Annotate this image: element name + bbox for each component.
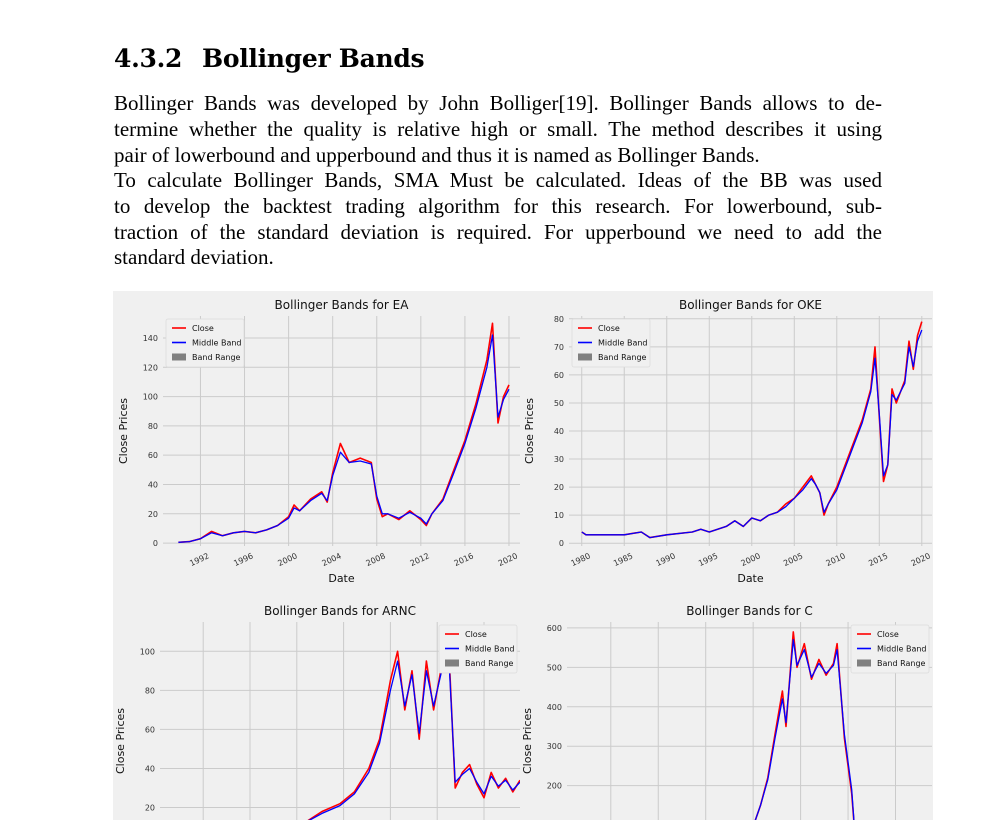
y-tick-label: 300	[547, 742, 562, 751]
y-tick-label: 30	[554, 455, 564, 464]
y-tick-label: 140	[143, 334, 158, 343]
x-axis-label: Date	[737, 572, 764, 585]
legend: Close Middle Band Band Range	[165, 318, 245, 368]
chart-1: Bollinger Bands for OKE 0 10 20 30 40 50 60 70 80…	[523, 298, 932, 585]
series-line-middle-band	[178, 334, 510, 543]
legend-swatch	[857, 659, 871, 667]
legend-label: Close	[465, 630, 487, 639]
legend-label: Middle Band	[465, 645, 515, 654]
x-tick-label: 2012	[409, 551, 431, 568]
y-tick-label: 20	[145, 804, 155, 813]
y-tick-label: 50	[554, 399, 564, 408]
legend-label: Close	[598, 324, 620, 333]
paragraph-line: standard deviation.	[114, 245, 274, 270]
x-tick-label: 1990	[655, 551, 677, 568]
x-tick-label: 2020	[497, 551, 519, 568]
y-tick-label: 20	[148, 510, 158, 519]
x-tick-label: 1995	[697, 551, 719, 568]
paragraph-line: Bollinger Bands was developed by John Bo…	[114, 91, 882, 115]
y-tick-label: 0	[153, 539, 158, 548]
paragraph-line: to develop the backtest trading algorith…	[114, 193, 882, 218]
series-line-middle-band	[754, 639, 855, 820]
y-axis-label: Close Prices	[523, 398, 536, 464]
legend: Close Middle Band Band Range	[438, 624, 518, 674]
y-tick-label: 60	[554, 371, 564, 380]
x-tick-label: 2000	[740, 551, 762, 568]
section-title: Bollinger Bands	[202, 44, 425, 73]
y-tick-label: 80	[145, 686, 155, 695]
y-tick-label: 200	[547, 782, 562, 791]
x-axis-label: Date	[328, 572, 355, 585]
x-tick-label: 2008	[365, 551, 387, 568]
chart-3: Bollinger Bands for C100200300400500600C…	[521, 604, 932, 820]
x-tick-label: 2005	[782, 551, 804, 568]
y-tick-label: 60	[145, 725, 155, 734]
legend-label: Middle Band	[598, 339, 648, 348]
y-tick-label: 80	[554, 315, 564, 324]
y-tick-label: 400	[547, 703, 562, 712]
paragraph-2: To calculate Bollinger Bands, SMA Must b…	[114, 168, 882, 271]
y-tick-label: 40	[554, 427, 564, 436]
legend-label: Band Range	[598, 353, 647, 362]
x-tick-label: 2016	[453, 551, 475, 568]
paragraph-line: pair of lowerbound and upperbound and th…	[114, 142, 760, 167]
legend-swatch	[578, 353, 592, 361]
legend-label: Close	[192, 324, 214, 333]
legend-label: Band Range	[192, 353, 241, 362]
paragraph-line: traction of the standard deviation is re…	[114, 219, 882, 244]
y-tick-label: 40	[148, 480, 158, 489]
legend: Close Middle Band Band Range	[850, 624, 930, 674]
paragraph-1: Bollinger Bands was developed by John Bo…	[114, 91, 882, 168]
y-tick-label: 20	[554, 483, 564, 492]
bollinger-figure: Bollinger Bands for EA 0 20 40 60 80 100 120 140…	[113, 291, 933, 820]
y-tick-label: 80	[148, 422, 158, 431]
y-tick-label: 600	[547, 624, 562, 633]
y-tick-label: 60	[148, 451, 158, 460]
legend-label: Middle Band	[192, 339, 242, 348]
chart-title: Bollinger Bands for OKE	[679, 298, 822, 312]
chart-2: Bollinger Bands for ARNC 20 40 60 80 100 Close…	[114, 604, 520, 820]
x-tick-label: 1980	[570, 551, 592, 568]
x-tick-label: 1992	[188, 551, 210, 568]
y-axis-label: Close Prices	[521, 708, 534, 774]
y-tick-label: 10	[554, 511, 564, 520]
y-tick-label: 70	[554, 343, 564, 352]
y-axis-label: Close Prices	[114, 708, 127, 774]
y-tick-label: 500	[547, 663, 562, 672]
chart-title: Bollinger Bands for EA	[275, 298, 410, 312]
legend-label: Band Range	[877, 659, 926, 668]
bollinger-charts-svg: Bollinger Bands for EA020406080100120140…	[114, 298, 932, 820]
series-line-middle-band	[308, 640, 520, 820]
legend-swatch	[445, 659, 459, 667]
x-tick-label: 1985	[612, 551, 634, 568]
series-line-middle-band	[581, 329, 923, 539]
x-tick-label: 2004	[321, 551, 343, 568]
y-axis-label: Close Prices	[117, 398, 130, 464]
section-number: 4.3.2	[114, 44, 183, 73]
chart-title: Bollinger Bands for C	[686, 604, 813, 618]
x-tick-label: 2020	[910, 551, 932, 568]
x-tick-label: 2015	[867, 551, 889, 568]
x-tick-label: 2000	[276, 551, 298, 568]
legend-label: Middle Band	[877, 645, 927, 654]
paragraph-line: To calculate Bollinger Bands, SMA Must b…	[114, 168, 882, 192]
chart-0: Bollinger Bands for EA 0 20 40 60 80 100 120 140…	[117, 298, 520, 585]
legend-label: Band Range	[465, 659, 514, 668]
series-line-close	[754, 631, 855, 820]
y-tick-label: 0	[559, 539, 564, 548]
y-tick-label: 100	[143, 393, 158, 402]
legend-swatch	[172, 353, 186, 361]
chart-title: Bollinger Bands for ARNC	[264, 604, 416, 618]
y-tick-label: 120	[143, 363, 158, 372]
y-tick-label: 100	[140, 647, 155, 656]
section-heading: 4.3.2 Bollinger Bands	[114, 44, 425, 73]
x-tick-label: 1996	[232, 551, 254, 568]
x-tick-label: 2010	[825, 551, 847, 568]
y-tick-label: 40	[145, 764, 155, 773]
paragraph-line: termine whether the quality is relative …	[114, 116, 882, 141]
legend-label: Close	[877, 630, 899, 639]
legend: Close Middle Band Band Range	[571, 318, 651, 368]
